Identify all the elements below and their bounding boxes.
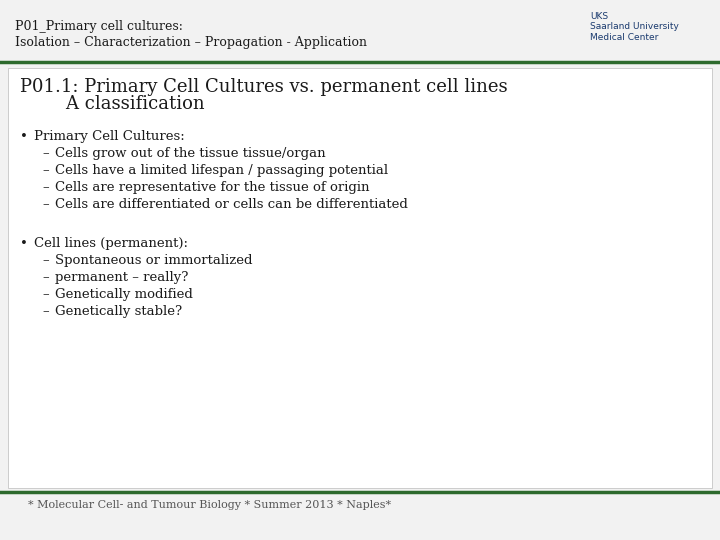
Text: –: – (42, 147, 49, 160)
Text: UKS
Saarland University
Medical Center: UKS Saarland University Medical Center (590, 12, 679, 42)
Text: –: – (42, 305, 49, 318)
Text: permanent – really?: permanent – really? (55, 271, 189, 284)
Bar (0, 0, 720, 62)
Text: Primary Cell Cultures:: Primary Cell Cultures: (34, 130, 185, 143)
Text: A classification: A classification (20, 95, 204, 113)
Text: Isolation – Characterization – Propagation - Application: Isolation – Characterization – Propagati… (15, 36, 367, 49)
Text: –: – (42, 271, 49, 284)
Text: Cell lines (permanent):: Cell lines (permanent): (34, 237, 188, 250)
Text: –: – (42, 164, 49, 177)
Text: Cells grow out of the tissue tissue/organ: Cells grow out of the tissue tissue/orga… (55, 147, 325, 160)
Text: Genetically stable?: Genetically stable? (55, 305, 182, 318)
Text: Cells are differentiated or cells can be differentiated: Cells are differentiated or cells can be… (55, 198, 408, 211)
Text: •: • (20, 130, 28, 143)
Text: •: • (20, 237, 28, 250)
Text: –: – (42, 254, 49, 267)
Text: * Molecular Cell- and Tumour Biology * Summer 2013 * Naples*: * Molecular Cell- and Tumour Biology * S… (28, 500, 391, 510)
Text: Cells have a limited lifespan / passaging potential: Cells have a limited lifespan / passagin… (55, 164, 388, 177)
Text: Genetically modified: Genetically modified (55, 288, 193, 301)
Text: –: – (42, 198, 49, 211)
Text: P01_Primary cell cultures:: P01_Primary cell cultures: (15, 20, 183, 33)
Text: –: – (42, 181, 49, 194)
Bar (8, 68, 712, 488)
Text: Spontaneous or immortalized: Spontaneous or immortalized (55, 254, 253, 267)
Text: Cells are representative for the tissue of origin: Cells are representative for the tissue … (55, 181, 369, 194)
Text: –: – (42, 288, 49, 301)
Text: P01.1: Primary Cell Cultures vs. permanent cell lines: P01.1: Primary Cell Cultures vs. permane… (20, 78, 508, 96)
